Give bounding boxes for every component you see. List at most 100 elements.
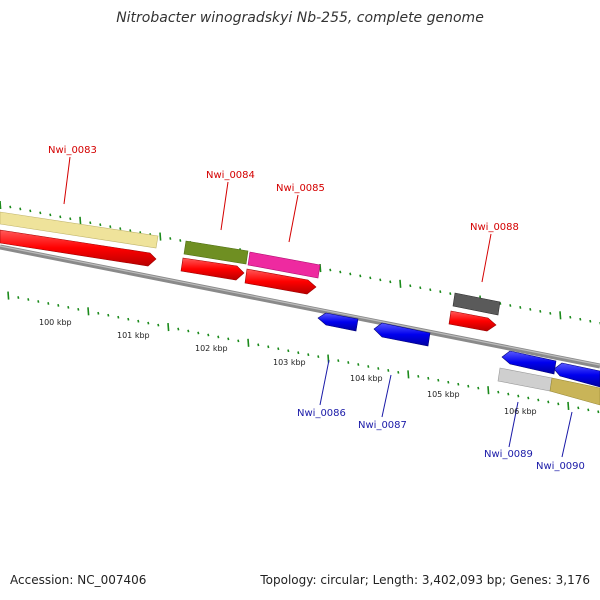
minor-tick — [569, 315, 572, 319]
gene-arrow-Nwi_0090[interactable] — [553, 362, 600, 388]
tick-label: 104 kbp — [350, 374, 383, 383]
minor-tick — [119, 227, 122, 231]
minor-tick — [497, 390, 500, 394]
minor-tick — [539, 309, 542, 313]
minor-tick — [107, 313, 110, 317]
minor-tick — [529, 308, 532, 311]
minor-tick — [89, 221, 92, 225]
minor-tick — [69, 217, 72, 221]
minor-tick — [109, 225, 112, 229]
minor-tick — [369, 276, 372, 280]
cds-bar-Nwi_0083[interactable] — [0, 211, 159, 249]
tick-label: 106 kbp — [504, 407, 537, 416]
minor-tick — [429, 288, 432, 292]
minor-tick — [449, 292, 452, 296]
reverse-gene-arrows — [317, 312, 600, 388]
minor-tick — [337, 359, 340, 362]
minor-tick — [349, 272, 352, 276]
minor-tick — [579, 317, 582, 321]
minor-tick — [177, 327, 180, 331]
minor-tick — [57, 304, 60, 307]
cds-bar-Nwi_0084[interactable] — [183, 240, 249, 265]
major-tick — [79, 216, 82, 225]
cds-bar-Nwi_0088[interactable] — [452, 292, 501, 316]
reverse-cds-bars — [497, 367, 600, 406]
gene-arrow-Nwi_0088[interactable] — [448, 310, 497, 332]
minor-tick — [157, 323, 160, 327]
gene-arrow-Nwi_0087[interactable] — [373, 322, 431, 347]
minor-tick — [447, 380, 450, 384]
minor-tick — [547, 400, 550, 404]
minor-tick — [197, 331, 200, 335]
minor-tick — [367, 365, 370, 368]
major-tick — [167, 323, 170, 332]
minor-tick — [577, 406, 580, 410]
minor-tick — [37, 300, 40, 303]
label-leaders — [63, 156, 573, 458]
minor-tick — [417, 374, 420, 378]
minor-tick — [329, 268, 332, 272]
minor-tick — [27, 298, 30, 301]
gene-arrow-Nwi_0083[interactable] — [0, 229, 157, 267]
minor-tick — [387, 369, 390, 372]
minor-tick — [257, 343, 260, 347]
minor-tick — [99, 223, 102, 227]
gene-label[interactable]: Nwi_0088 — [470, 222, 519, 233]
minor-tick — [557, 402, 560, 406]
minor-tick — [339, 270, 342, 274]
minor-tick — [207, 333, 210, 337]
minor-tick — [457, 382, 460, 386]
minor-tick — [129, 229, 132, 233]
gene-label[interactable]: Nwi_0085 — [276, 183, 325, 194]
minor-tick — [297, 351, 300, 355]
minor-tick — [267, 345, 270, 349]
minor-tick — [169, 237, 172, 240]
gene-arrow-Nwi_0084[interactable] — [180, 257, 245, 281]
minor-tick — [549, 311, 552, 315]
major-tick — [0, 200, 2, 210]
gene-label[interactable]: Nwi_0087 — [358, 420, 407, 431]
minor-tick — [519, 306, 522, 309]
minor-tick — [47, 302, 50, 305]
tick-label: 100 kbp — [39, 318, 72, 327]
minor-tick — [589, 319, 592, 323]
minor-tick — [517, 394, 520, 398]
gene-label[interactable]: Nwi_0083 — [48, 145, 97, 156]
gene-arrow-Nwi_0085[interactable] — [244, 268, 317, 295]
gene-label[interactable]: Nwi_0089 — [484, 449, 533, 460]
major-tick — [159, 232, 162, 241]
minor-tick — [537, 398, 540, 402]
cds-bar-Nwi_0085[interactable] — [247, 251, 321, 279]
major-tick — [399, 279, 402, 288]
minor-tick — [359, 274, 362, 278]
minor-tick — [409, 284, 412, 288]
tick-label: 102 kbp — [195, 344, 228, 353]
gene-label[interactable]: Nwi_0086 — [297, 408, 346, 419]
minor-tick — [97, 311, 100, 315]
gene-arrow-Nwi_0086[interactable] — [317, 312, 359, 332]
tick-label: 105 kbp — [427, 390, 460, 399]
genome-summary-text: Topology: circular; Length: 3,402,093 bp… — [260, 573, 590, 587]
backbone — [0, 244, 600, 369]
minor-tick — [39, 211, 42, 215]
minor-tick — [237, 339, 240, 343]
tick-label: 101 kbp — [117, 331, 150, 340]
minor-tick — [29, 209, 32, 213]
gene-label[interactable]: Nwi_0090 — [536, 461, 585, 472]
gene-arrow-Nwi_0089[interactable] — [501, 350, 557, 375]
accession-text: Accession: NC_007406 — [10, 573, 147, 587]
minor-tick — [67, 306, 70, 309]
forward-gene-arrows — [0, 229, 497, 332]
minor-tick — [419, 286, 422, 290]
minor-tick — [439, 290, 442, 294]
cds-bar-Nwi_0090[interactable] — [549, 377, 600, 406]
gene-label[interactable]: Nwi_0084 — [206, 170, 255, 181]
minor-tick — [597, 410, 600, 414]
major-tick — [247, 338, 250, 347]
minor-tick — [467, 384, 470, 388]
map-title: Nitrobacter winogradskyi Nb-255, complet… — [116, 10, 484, 26]
minor-tick — [287, 349, 290, 353]
minor-tick — [217, 335, 220, 339]
